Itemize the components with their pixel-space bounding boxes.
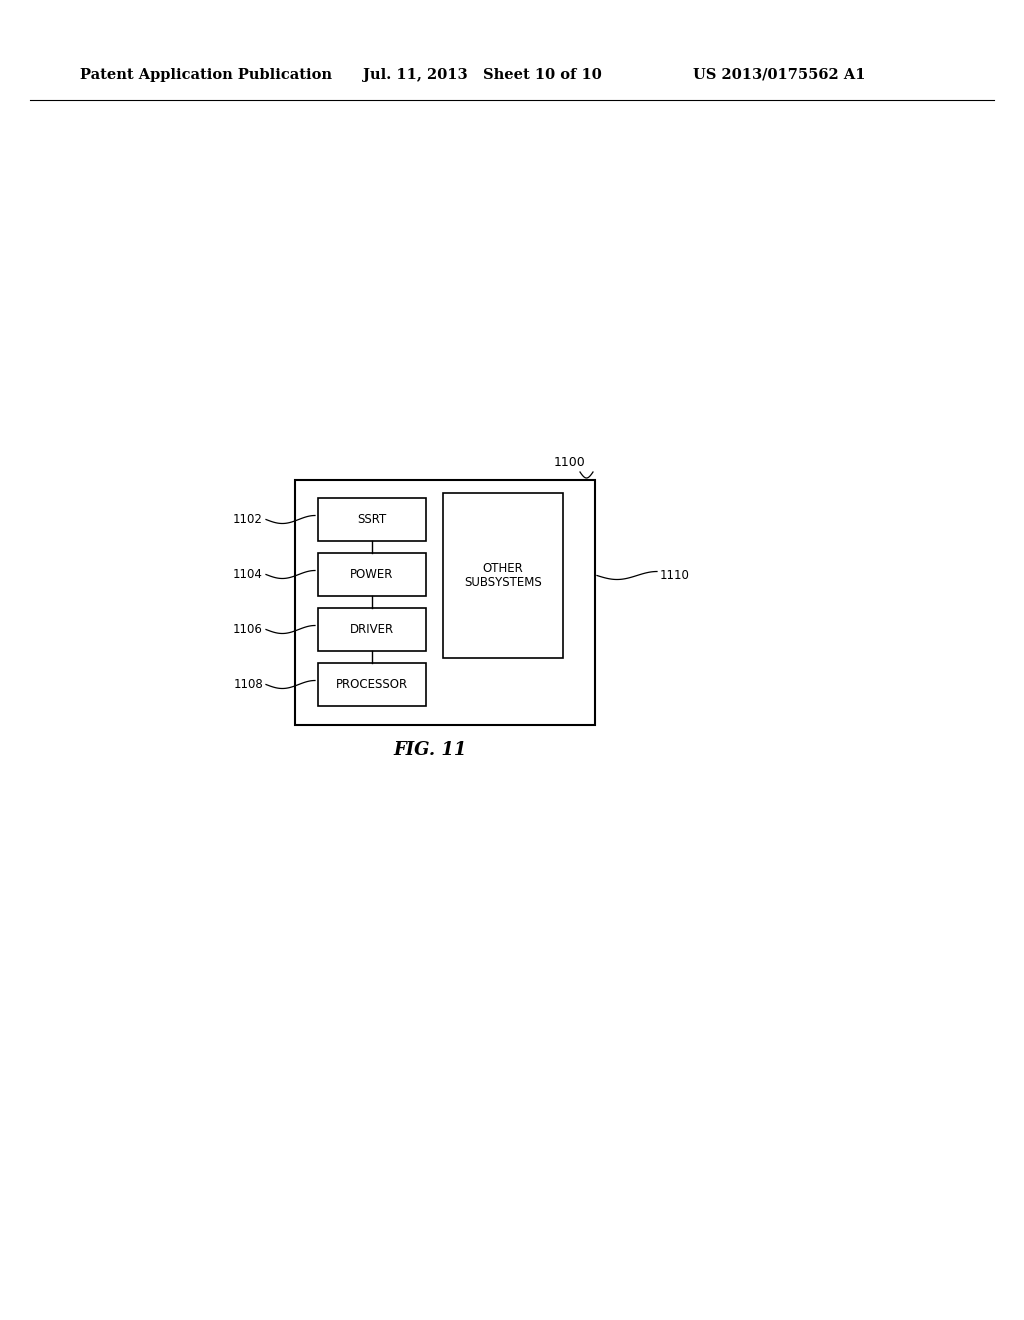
Text: Jul. 11, 2013   Sheet 10 of 10: Jul. 11, 2013 Sheet 10 of 10 <box>362 69 602 82</box>
Text: 1106: 1106 <box>233 623 263 636</box>
Bar <box>443 492 563 657</box>
Text: 1108: 1108 <box>233 678 263 690</box>
Text: 1104: 1104 <box>233 568 263 581</box>
Text: SSRT: SSRT <box>357 513 387 525</box>
Bar <box>318 609 426 651</box>
Bar <box>295 480 595 725</box>
Bar <box>318 498 426 541</box>
Text: US 2013/0175562 A1: US 2013/0175562 A1 <box>693 69 865 82</box>
Text: POWER: POWER <box>350 568 393 581</box>
Text: 1100: 1100 <box>553 455 585 469</box>
Text: FIG. 11: FIG. 11 <box>393 741 467 759</box>
Bar <box>318 553 426 597</box>
Text: OTHER
SUBSYSTEMS: OTHER SUBSYSTEMS <box>464 561 542 590</box>
Bar <box>318 663 426 706</box>
Text: PROCESSOR: PROCESSOR <box>336 678 408 690</box>
Text: 1110: 1110 <box>660 569 690 582</box>
Text: Patent Application Publication: Patent Application Publication <box>80 69 332 82</box>
Text: 1102: 1102 <box>233 513 263 525</box>
Text: DRIVER: DRIVER <box>350 623 394 636</box>
